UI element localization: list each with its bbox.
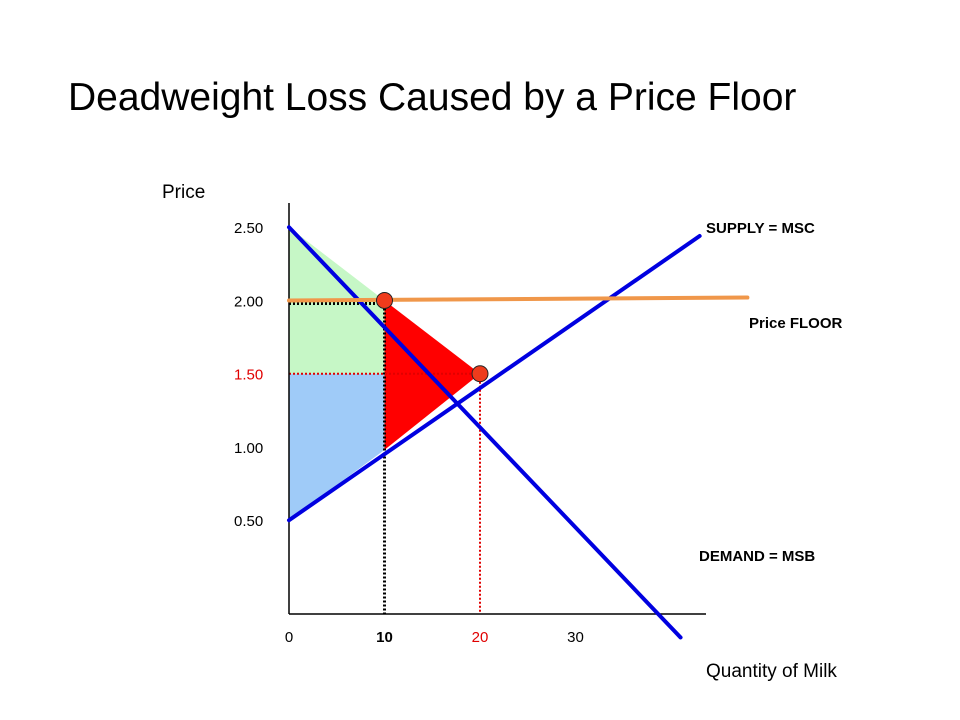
y-tick-label: 0.50 [234,513,263,530]
y-tick-label: 1.50 [234,367,263,384]
equilibrium-point [471,365,489,383]
supply-line [287,234,702,523]
floor-point [376,291,393,309]
demand-line [287,225,683,640]
price-floor-line [287,295,750,303]
axes [288,203,706,615]
y-tick-label: 2.50 [234,220,263,237]
guide-lines [289,300,481,614]
x-tick-label: 20 [472,629,489,646]
tick-labels: 2.50 2.00 1.50 1.00 0.50 0 10 20 30 [234,220,584,646]
y-axis-title: Price [162,182,205,203]
x-tick-label: 0 [285,629,293,646]
x-tick-label: 10 [376,629,393,646]
curves [287,225,750,640]
x-axis-title: Quantity of Milk [706,661,837,682]
producer-surplus-area [289,373,385,521]
demand-label: DEMAND = MSB [699,548,815,565]
y-tick-label: 2.00 [234,293,263,310]
points [376,291,489,383]
y-tick-label: 1.00 [234,440,263,457]
floor-label: Price FLOOR [749,315,843,332]
x-tick-label: 30 [567,629,584,646]
supply-label: SUPPLY = MSC [706,220,815,237]
chart-title: Deadweight Loss Caused by a Price Floor [68,76,797,119]
